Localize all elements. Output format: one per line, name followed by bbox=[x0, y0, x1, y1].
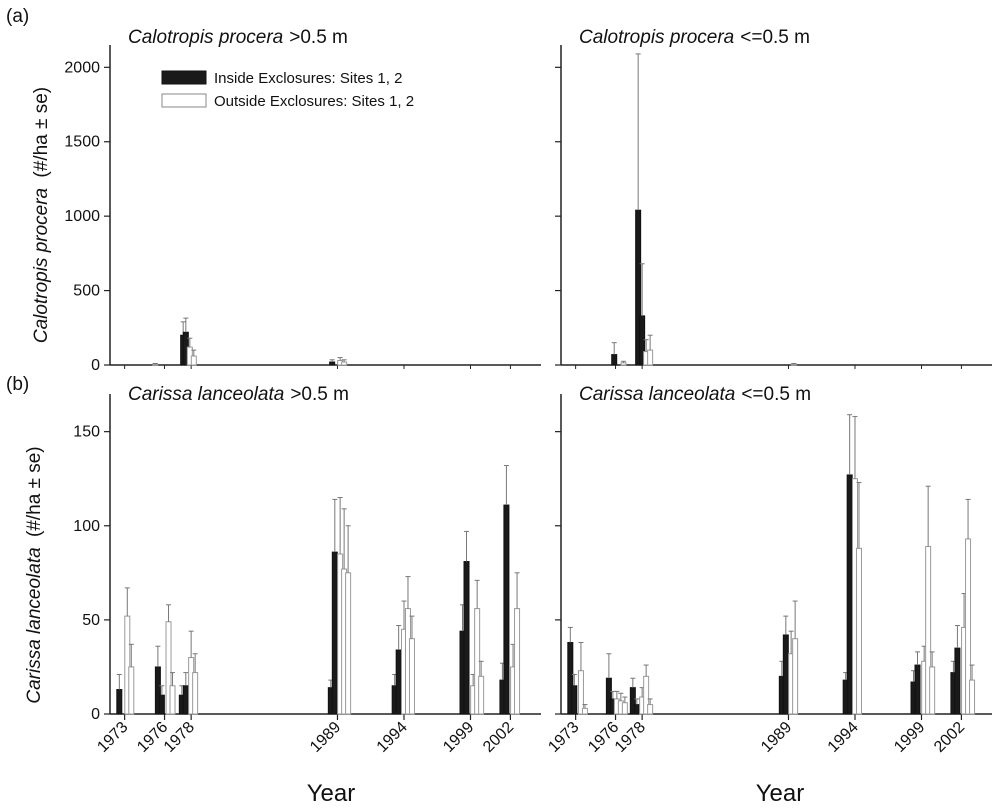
y-tick-label: 1000 bbox=[64, 208, 100, 225]
y-axis-label-a: Calotropis procera (#/ha ± se) bbox=[31, 87, 52, 343]
chart-panel-a-right: Calotropis procera <=0.5 m bbox=[555, 27, 992, 369]
panel-title-size-class: <=0.5 m bbox=[740, 27, 810, 48]
bar-outside bbox=[192, 672, 199, 715]
panel-title-species: Carissa lanceolata bbox=[579, 384, 735, 405]
bar-outside bbox=[408, 638, 415, 715]
panel-title: Carissa lanceolata <=0.5 m bbox=[579, 384, 811, 405]
bar-outside bbox=[855, 547, 862, 715]
panel-title-size-class: >0.5 m bbox=[289, 27, 348, 48]
bar-inside bbox=[116, 689, 123, 715]
bar-outside bbox=[514, 608, 521, 715]
bar-outside bbox=[621, 702, 628, 715]
panel-b-label: (b) bbox=[6, 374, 29, 395]
y-tick-label: 1500 bbox=[64, 134, 100, 151]
bar-inside bbox=[846, 474, 853, 715]
bar-outside bbox=[792, 638, 799, 715]
panel-title-size-class: >0.5 m bbox=[290, 384, 349, 405]
bar-inside bbox=[182, 685, 189, 715]
panel-title-size-class: <=0.5 m bbox=[741, 384, 811, 405]
y-tick-label: 2000 bbox=[64, 59, 100, 76]
bar-inside bbox=[503, 504, 510, 715]
bar-outside bbox=[345, 572, 352, 715]
bar-outside bbox=[169, 685, 176, 715]
y-tick-label: 150 bbox=[73, 424, 100, 441]
y-tick-label: 0 bbox=[91, 706, 100, 723]
legend-label-outside: Outside Exclosures: Sites 1, 2 bbox=[214, 93, 414, 110]
y-axis-label-b-unit: (#/ha ± se) bbox=[24, 446, 45, 537]
bar-outside bbox=[478, 675, 485, 715]
y-tick-label: 500 bbox=[73, 283, 100, 300]
x-axis-label-left: Year bbox=[307, 780, 356, 807]
panel-title-species: Carissa lanceolata bbox=[128, 384, 284, 405]
panel-title-species: Calotropis procera bbox=[579, 27, 734, 48]
y-axis-label-a-species: Calotropis procera bbox=[31, 188, 52, 343]
bar-outside bbox=[929, 666, 936, 715]
bar-inside bbox=[954, 647, 961, 715]
bar-inside bbox=[571, 685, 578, 715]
bar-inside bbox=[914, 664, 921, 715]
bar-inside bbox=[463, 561, 470, 715]
panel-title-species: Calotropis procera bbox=[128, 27, 283, 48]
bar-inside bbox=[782, 634, 789, 715]
y-axis-label-a-unit: (#/ha ± se) bbox=[31, 87, 52, 178]
bar-outside bbox=[620, 362, 627, 366]
y-tick-label: 0 bbox=[91, 357, 100, 374]
bar-outside bbox=[647, 349, 654, 366]
y-axis-label-b-species: Carissa lanceolata bbox=[24, 547, 45, 703]
bar-inside bbox=[158, 694, 165, 715]
legend-swatch-inside bbox=[161, 70, 207, 85]
chart-panel-a-left: Calotropis procera >0.5 m 0 500 1000 1500 2000 bbox=[64, 27, 541, 374]
panel-title: Calotropis procera <=0.5 m bbox=[579, 27, 810, 48]
bar-outside bbox=[647, 704, 654, 715]
bar-outside bbox=[577, 670, 584, 715]
bar-outside bbox=[581, 707, 588, 715]
panel-title: Calotropis procera >0.5 m bbox=[128, 27, 348, 48]
panel-a-label: (a) bbox=[6, 6, 29, 27]
bar-outside bbox=[341, 361, 348, 366]
x-axis-label-right: Year bbox=[756, 780, 805, 807]
legend-swatch-outside bbox=[161, 93, 207, 108]
chart-panels: Calotropis procera >0.5 m0500100015002000… bbox=[64, 27, 992, 756]
bar-inside bbox=[331, 551, 338, 715]
y-tick-label: 50 bbox=[82, 612, 100, 629]
bar-inside bbox=[611, 354, 618, 366]
bar-inside bbox=[395, 649, 402, 715]
y-tick-label: 100 bbox=[73, 518, 100, 535]
panel-title: Carissa lanceolata >0.5 m bbox=[128, 384, 349, 405]
bar-inside bbox=[329, 361, 336, 366]
legend: Inside Exclosures: Sites 1, 2 Outside Ex… bbox=[161, 70, 414, 110]
bar-outside bbox=[128, 666, 135, 715]
bar-outside bbox=[190, 355, 197, 366]
y-axis-label-b: Carissa lanceolata (#/ha ± se) bbox=[24, 446, 45, 703]
bar-outside bbox=[969, 679, 976, 715]
legend-label-inside: Inside Exclosures: Sites 1, 2 bbox=[214, 70, 402, 87]
bar-inside bbox=[633, 704, 640, 715]
